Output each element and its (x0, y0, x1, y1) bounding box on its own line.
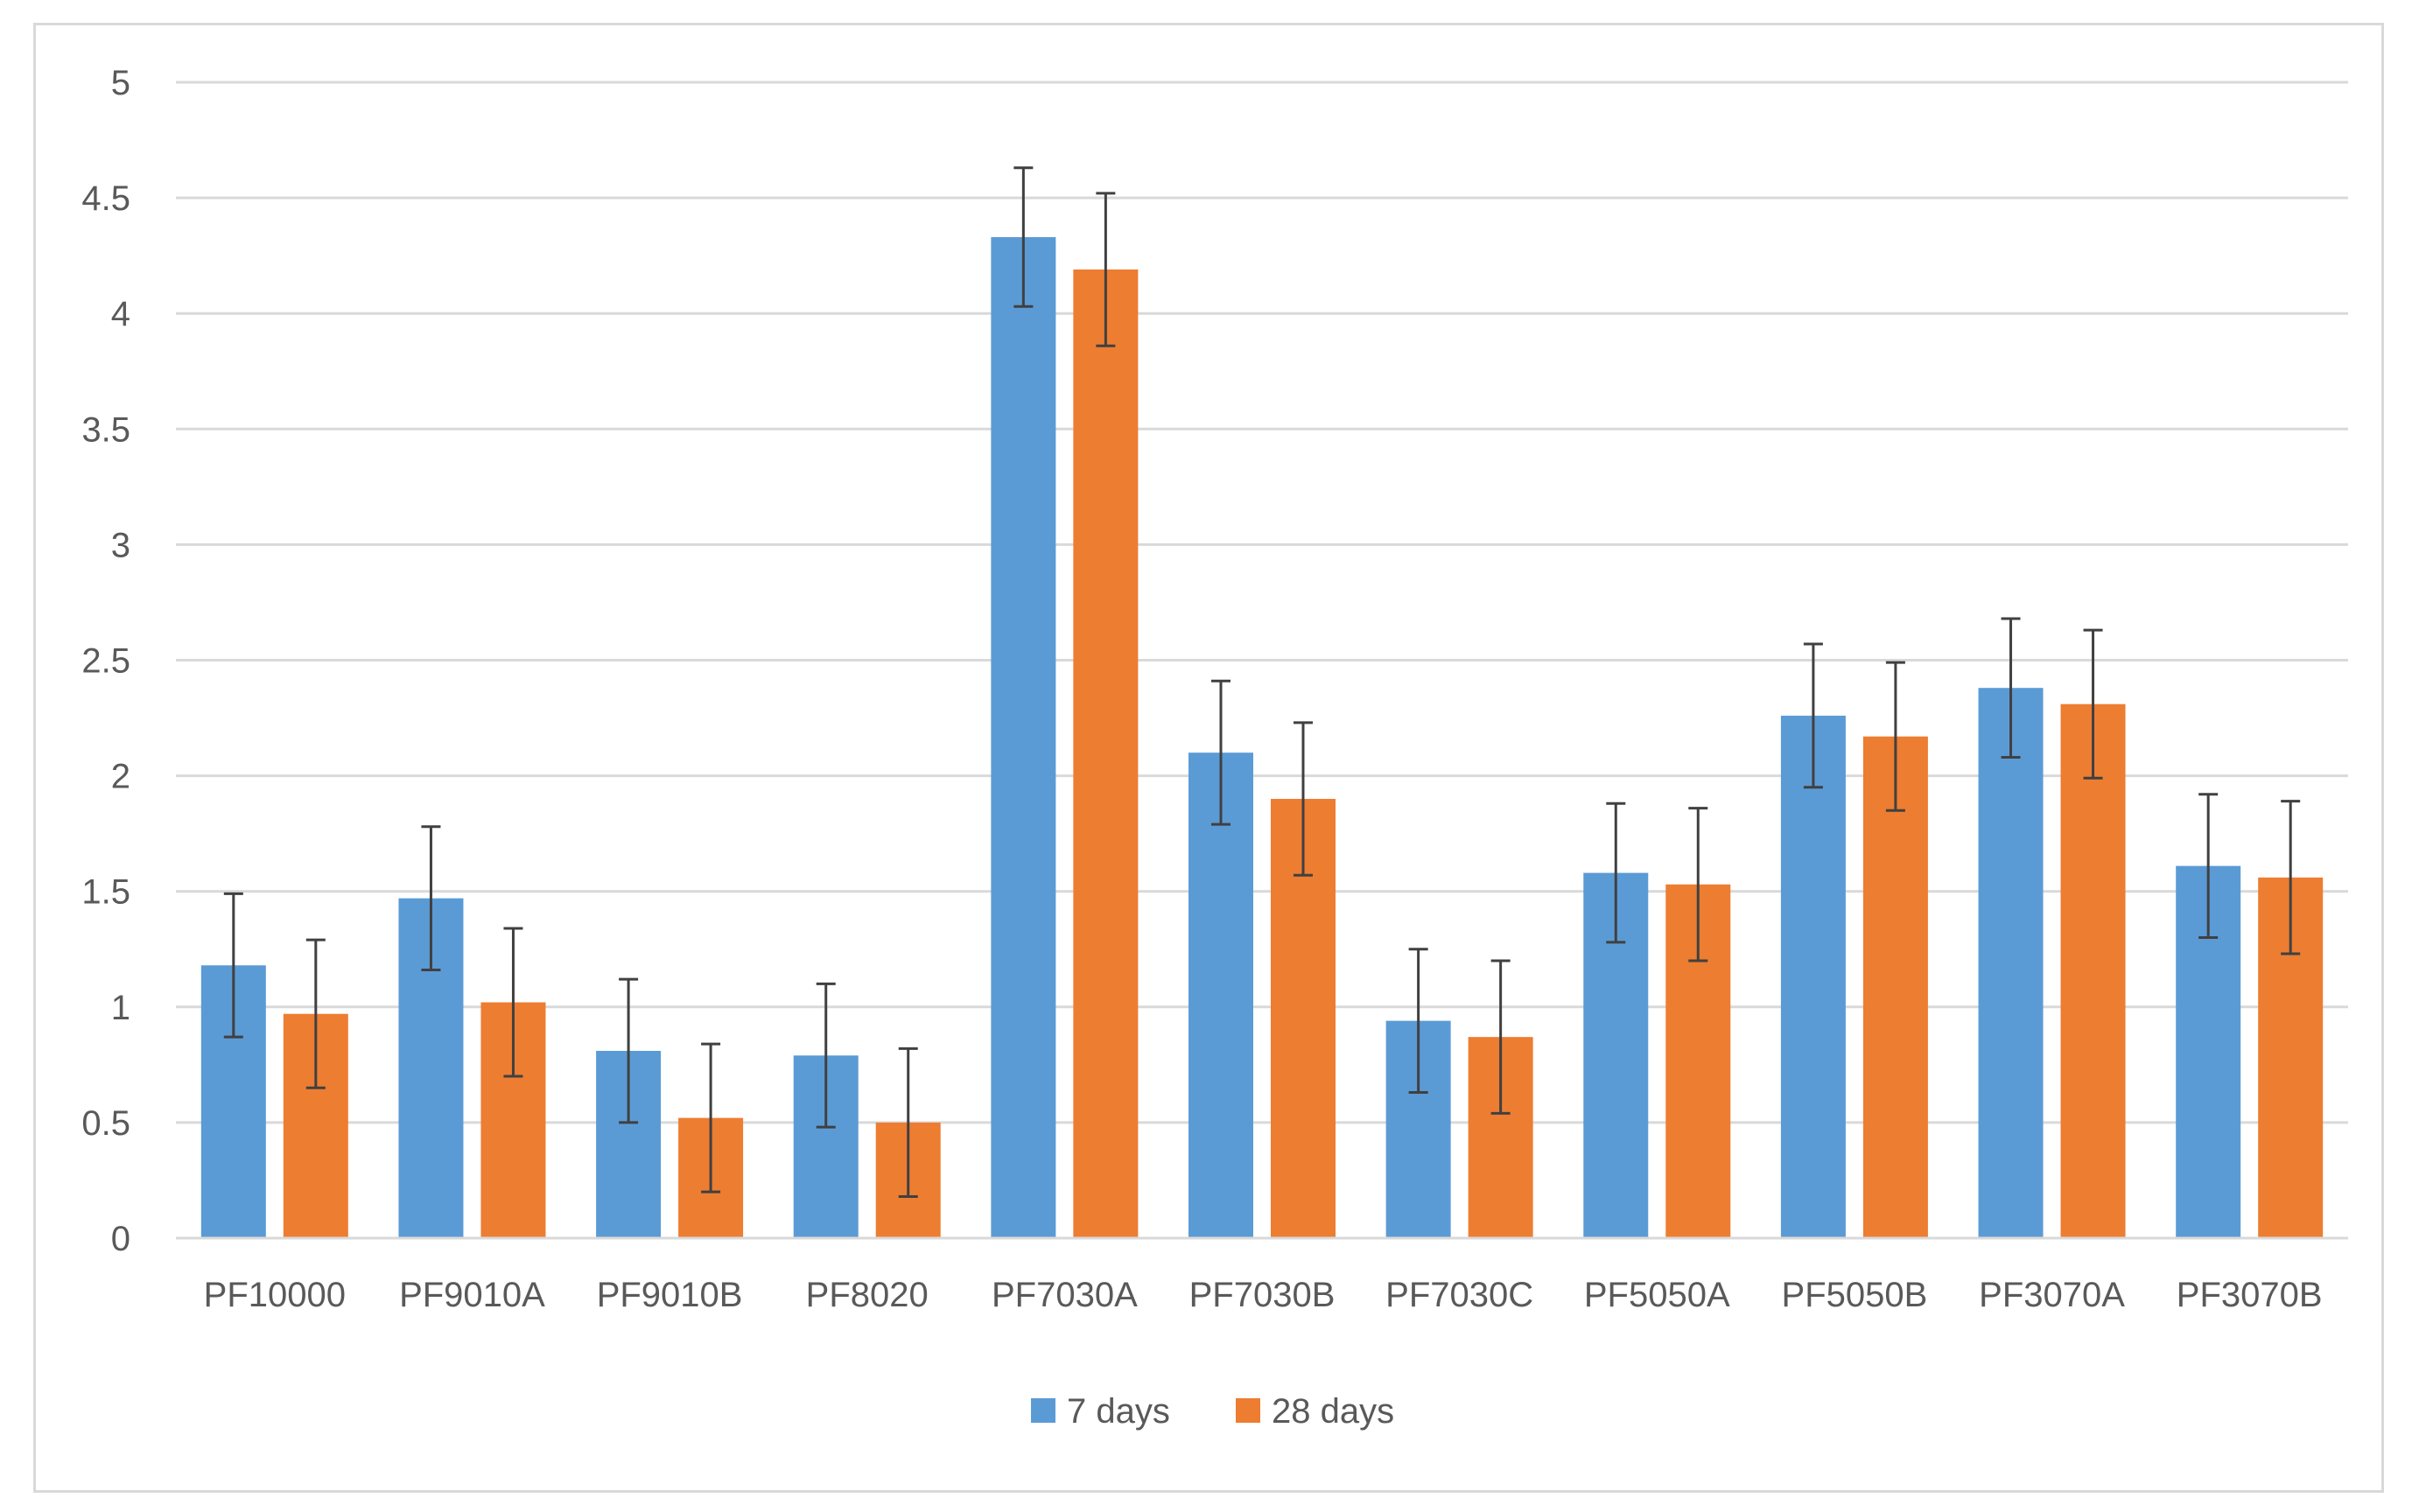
error-bar-pf9010a-28-days (503, 927, 523, 1078)
error-bar-pf5050b-7-days (1803, 642, 1823, 789)
error-bar-pf5050b-28-days (1885, 661, 1905, 812)
error-bars (223, 166, 2301, 1198)
legend-swatch-7-days (1031, 1398, 1055, 1423)
y-tick-label: 4.5 (81, 179, 130, 218)
bar-pf7030b-7-days (1188, 752, 1253, 1238)
x-tick-label-pf10000: PF10000 (204, 1276, 346, 1314)
error-bar-pf5050a-28-days (1688, 807, 1708, 962)
bar-pf5050b-7-days (1780, 715, 1846, 1238)
bars (200, 237, 2324, 1239)
y-tick-label: 1 (111, 989, 130, 1027)
error-bar-pf7030a-7-days (1013, 166, 1034, 308)
x-tick-label-pf9010a: PF9010A (399, 1276, 545, 1314)
error-bar-pf9010a-7-days (421, 825, 441, 972)
legend-swatch-28-days (1236, 1398, 1260, 1423)
y-tick-label: 0.5 (81, 1104, 130, 1143)
y-tick-label: 3 (111, 526, 130, 564)
error-bar-pf7030c-28-days (1490, 959, 1511, 1115)
bar-pf5050b-28-days (1862, 736, 1928, 1238)
x-tick-label-pf5050a: PF5050A (1584, 1276, 1730, 1314)
error-bar-pf7030a-28-days (1096, 192, 1116, 347)
bar-chart: 0 0.5 1 1.5 2 2.5 3 3.5 4 4.5 5 PF10000 PF9010A PF90… (81, 64, 2348, 1431)
x-tick-label-pf5050b: PF5050B (1782, 1276, 1928, 1314)
error-bar-pf3070a-28-days (2083, 628, 2103, 780)
y-axis-tick-labels: 0 0.5 1 1.5 2 2.5 3 3.5 4 4.5 5 (81, 64, 130, 1258)
y-tick-label: 3.5 (81, 410, 130, 449)
error-bar-pf7030c-7-days (1408, 948, 1428, 1095)
legend: 7 days 28 days (1031, 1392, 1394, 1431)
y-tick-label: 0 (111, 1220, 130, 1258)
chart-frame: 0 0.5 1 1.5 2 2.5 3 3.5 4 4.5 5 PF10000 PF9010A PF90… (33, 23, 2384, 1493)
x-tick-label-pf9010b: PF9010B (597, 1276, 743, 1314)
error-bar-pf7030b-28-days (1294, 721, 1313, 877)
legend-label-7-days: 7 days (1067, 1392, 1170, 1431)
x-tick-label-pf3070b: PF3070B (2177, 1276, 2323, 1314)
y-tick-label: 2 (111, 758, 130, 796)
error-bar-pf5050a-7-days (1606, 802, 1626, 944)
y-tick-label: 5 (111, 64, 130, 102)
error-bar-pf10000-7-days (223, 892, 243, 1039)
error-bar-pf10000-28-days (305, 938, 326, 1089)
bar-pf3070a-7-days (1978, 688, 2044, 1238)
x-tick-label-pf7030a: PF7030A (992, 1276, 1138, 1314)
y-tick-label: 2.5 (81, 642, 130, 681)
bar-pf3070a-28-days (2060, 704, 2126, 1238)
y-tick-label: 1.5 (81, 873, 130, 912)
y-tick-label: 4 (111, 295, 130, 333)
error-bar-pf3070b-7-days (2198, 793, 2219, 940)
error-bar-pf3070a-7-days (2001, 617, 2021, 759)
legend-label-28-days: 28 days (1272, 1392, 1394, 1431)
error-bar-pf8020-7-days (816, 982, 836, 1129)
error-bar-pf9010b-7-days (619, 977, 639, 1124)
x-tick-label-pf8020: PF8020 (806, 1276, 929, 1314)
x-tick-label-pf7030c: PF7030C (1385, 1276, 1533, 1314)
x-tick-label-pf3070a: PF3070A (1979, 1276, 2125, 1314)
x-tick-label-pf7030b: PF7030B (1189, 1276, 1336, 1314)
error-bar-pf8020-28-days (898, 1046, 918, 1198)
error-bar-pf3070b-28-days (2281, 800, 2301, 956)
bar-pf7030a-7-days (991, 237, 1056, 1238)
bar-pf7030a-28-days (1073, 270, 1139, 1239)
x-axis-tick-labels: PF10000 PF9010A PF9010B PF8020 PF7030A PF7030… (204, 1276, 2323, 1314)
error-bar-pf7030b-7-days (1211, 679, 1231, 826)
error-bar-pf9010b-28-days (701, 1042, 721, 1194)
